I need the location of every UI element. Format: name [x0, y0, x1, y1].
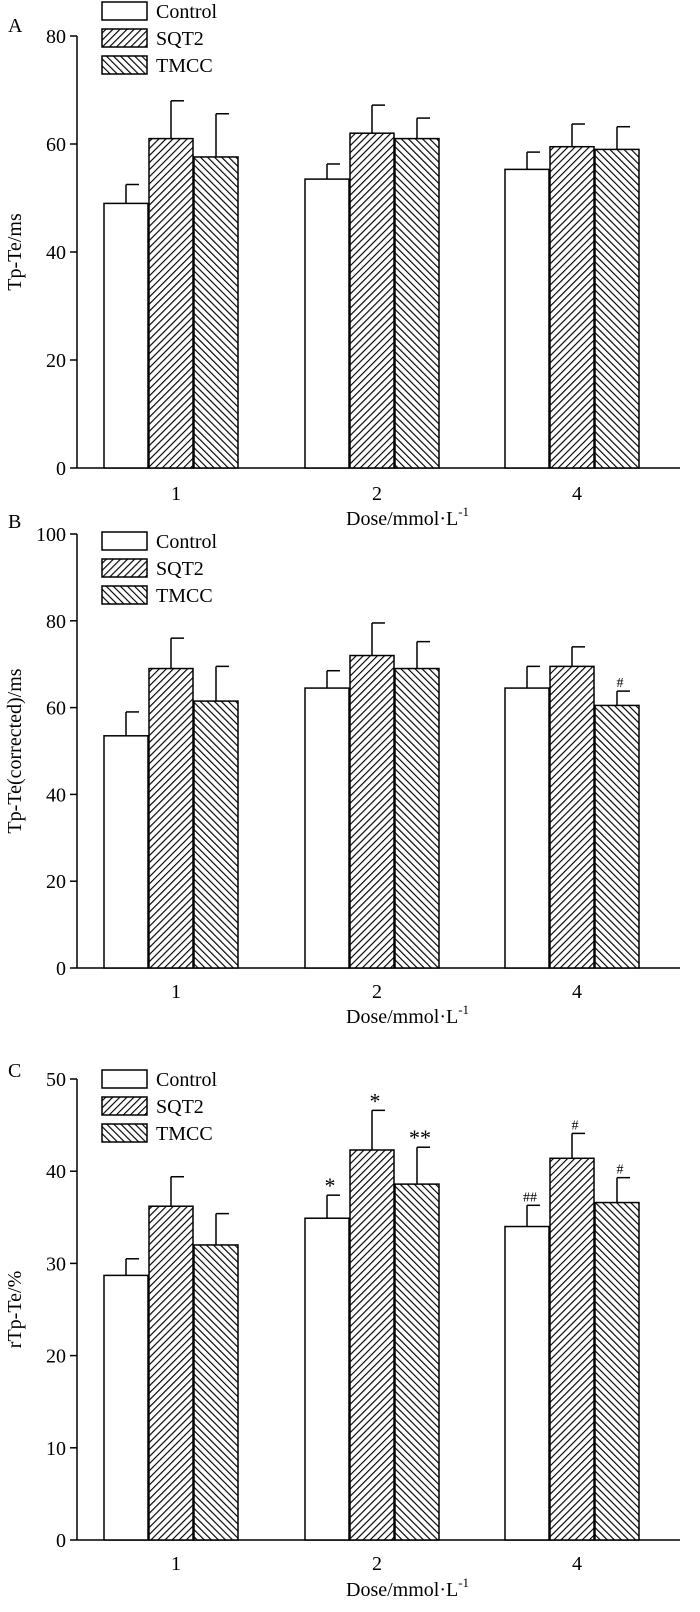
legend-label-sqt2: SQT2 — [156, 28, 204, 50]
legend-swatch-tmcc — [101, 585, 148, 605]
legend-swatch-control — [101, 1069, 148, 1089]
y-tick-label: 0 — [56, 958, 66, 980]
bar-tmcc-dose-1 — [193, 1244, 239, 1541]
bar-tmcc-dose-1 — [193, 700, 239, 969]
x-axis-label-superscript: -1 — [458, 1575, 469, 1590]
y-tick-label: 50 — [46, 1069, 66, 1091]
x-tick-label: 2 — [372, 981, 382, 1003]
x-tick-label: 2 — [372, 1553, 382, 1575]
bar-sqt2-dose-4 — [549, 665, 595, 969]
x-tick-label: 4 — [572, 483, 582, 505]
x-axis-label: Dose/mmol·L-1 — [346, 1575, 469, 1601]
x-tick-label: 4 — [572, 1553, 582, 1575]
legend-swatch-control — [101, 531, 148, 551]
x-axis-label-superscript: -1 — [458, 504, 469, 519]
chart-panel-C: C01020304050rTp-Te/%1****2####4Dose/mmol… — [4, 1060, 680, 1601]
legend-label-sqt2: SQT2 — [156, 558, 204, 580]
y-tick-label: 100 — [36, 524, 66, 546]
significance-mark: ** — [409, 1125, 431, 1150]
bar-tmcc-dose-4 — [594, 148, 640, 469]
significance-mark: # — [617, 676, 624, 691]
y-tick-label: 0 — [56, 1530, 66, 1552]
bar-tmcc-dose-2 — [394, 1183, 440, 1541]
bar-control-dose-2 — [304, 1217, 350, 1541]
chart-panel-B: B 0 20 40 60 80 100 Tp-Te(corrected)/ms 1 2 #4 Dose… — [4, 511, 680, 1028]
x-axis-label-superscript: -1 — [458, 1002, 469, 1017]
bar-control-dose-2 — [304, 178, 350, 469]
significance-mark: # — [572, 1118, 579, 1133]
x-tick-label: 2 — [372, 483, 382, 505]
y-axis-label: rTp-Te/% — [4, 1271, 26, 1348]
x-tick-label: 1 — [171, 483, 181, 505]
panel-letter: B — [8, 511, 21, 533]
bar-sqt2-dose-2 — [349, 654, 395, 969]
x-axis-label-main: Dose/mmol·L — [346, 508, 458, 530]
bar-control-dose-1 — [103, 1274, 149, 1541]
legend-label-tmcc: TMCC — [156, 55, 213, 77]
significance-mark: # — [617, 1163, 624, 1178]
bar-control-dose-4 — [504, 168, 550, 469]
x-tick-label: 4 — [572, 981, 582, 1003]
legend-label-control: Control — [156, 1069, 218, 1091]
panel-letter: A — [8, 15, 23, 37]
x-axis-label: Dose/mmol·L-1 — [346, 504, 469, 530]
y-tick-label: 20 — [46, 871, 66, 893]
legend-label-control: Control — [156, 1, 218, 23]
y-tick-label: 60 — [46, 698, 66, 720]
bar-control-dose-2 — [304, 687, 350, 969]
y-tick-label: 20 — [46, 350, 66, 372]
bar-tmcc-dose-4 — [594, 1201, 640, 1541]
bar-control-dose-1 — [103, 735, 149, 969]
bar-tmcc-dose-2 — [394, 667, 440, 969]
bar-tmcc-dose-2 — [394, 137, 440, 469]
bar-sqt2-dose-2 — [349, 1149, 395, 1541]
legend-swatch-tmcc — [101, 1123, 148, 1143]
legend-swatch-sqt2 — [101, 28, 148, 48]
bar-tmcc-dose-4 — [594, 704, 640, 969]
bar-sqt2-dose-1 — [148, 1205, 194, 1541]
y-tick-label: 40 — [46, 1161, 66, 1183]
bar-control-dose-4 — [504, 1225, 550, 1541]
x-tick-label: 1 — [171, 1553, 181, 1575]
bar-sqt2-dose-1 — [148, 667, 194, 969]
bar-control-dose-1 — [103, 202, 149, 469]
significance-mark: ## — [523, 1190, 537, 1205]
panel-letter: C — [8, 1060, 21, 1082]
significance-mark: * — [370, 1088, 381, 1113]
y-axis-label: Tp-Te(corrected)/ms — [4, 668, 26, 833]
legend-label-tmcc: TMCC — [156, 585, 213, 607]
y-tick-label: 40 — [46, 784, 66, 806]
y-tick-label: 10 — [46, 1438, 66, 1460]
y-tick-label: 20 — [46, 1346, 66, 1368]
y-tick-label: 80 — [46, 611, 66, 633]
legend-swatch-sqt2 — [101, 1096, 148, 1116]
y-tick-label: 60 — [46, 134, 66, 156]
legend-swatch-control — [101, 1, 148, 21]
y-tick-label: 40 — [46, 242, 66, 264]
legend-label-sqt2: SQT2 — [156, 1096, 204, 1118]
x-axis-label-main: Dose/mmol·L — [346, 1579, 458, 1601]
y-axis-label: Tp-Te/ms — [4, 213, 26, 291]
y-tick-label: 30 — [46, 1253, 66, 1275]
x-axis-label: Dose/mmol·L-1 — [346, 1002, 469, 1028]
x-axis-label-main: Dose/mmol·L — [346, 1006, 458, 1028]
legend-label-control: Control — [156, 531, 218, 553]
bar-sqt2-dose-2 — [349, 132, 395, 469]
bar-sqt2-dose-4 — [549, 145, 595, 469]
legend-swatch-sqt2 — [101, 558, 148, 578]
bar-sqt2-dose-4 — [549, 1157, 595, 1541]
bar-tmcc-dose-1 — [193, 156, 239, 469]
legend-label-tmcc: TMCC — [156, 1123, 213, 1145]
legend-swatch-tmcc — [101, 55, 148, 75]
y-tick-label: 0 — [56, 458, 66, 480]
significance-mark: * — [325, 1173, 336, 1198]
bar-sqt2-dose-1 — [148, 137, 194, 469]
chart-panel-A: A 0 20 40 60 80 Tp-Te/ms 1 2 4 Dose/mmol·L-1 Contro… — [4, 1, 680, 530]
x-tick-label: 1 — [171, 981, 181, 1003]
bar-control-dose-4 — [504, 687, 550, 969]
y-tick-label: 80 — [46, 26, 66, 48]
